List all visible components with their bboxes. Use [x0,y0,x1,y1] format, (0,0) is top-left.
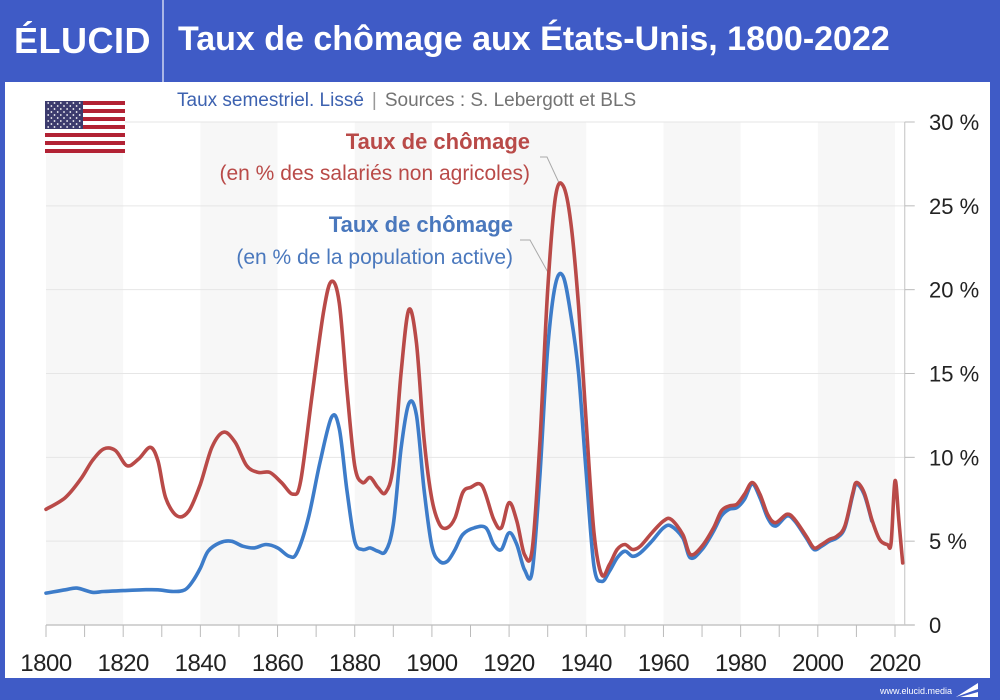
x-tick-label: 1980 [715,650,767,677]
flag-star [78,120,81,122]
flag-star [66,120,68,122]
x-tick-label: 2000 [792,650,844,677]
x-tick-label: 1960 [638,650,690,677]
flag-star [69,123,72,125]
flag-star [50,105,53,107]
x-tick-label: 2020 [869,650,921,677]
flag-star [50,117,53,119]
annotation-blue-subtitle: (en % de la population active) [236,246,513,269]
annotation-red-subtitle: (en % des salariés non agricoles) [219,162,531,185]
series-lines [44,181,905,595]
x-tick-label: 1920 [483,650,535,677]
flag-star [72,108,75,110]
header-bar: ÉLUCID Taux de chômage aux États-Unis, 1… [0,0,1000,82]
flag-star [66,114,68,116]
flag-star [59,102,62,104]
gridlines [46,121,905,542]
flag-star [63,117,65,119]
x-tick-label: 1820 [97,650,149,677]
x-tick-label: 1860 [252,650,304,677]
flag-star [66,126,68,128]
flag-star [53,126,56,128]
flag-star [75,123,78,125]
y-tick-label: 5 % [929,529,967,554]
flag-star [66,108,68,110]
x-tick-label: 1900 [406,650,458,677]
x-tick-label: 1800 [20,650,72,677]
annotation-red-title: Taux de chômage [345,129,530,154]
flag-star [53,120,56,122]
flag-star [72,102,75,104]
footer-url[interactable]: www.elucid.media [879,686,952,696]
elucid-mark-icon [956,683,978,697]
flag-star [72,126,75,128]
annotation-leader-lines [520,156,561,277]
flag-star [56,117,59,119]
x-axis-ticks: 1800 1820 1840 1860 1880 1900 1920 1940 1960 1980… [20,625,921,677]
flag-star [53,114,56,116]
flag-star [72,114,75,116]
y-tick-label: 0 [929,613,941,638]
y-tick-label: 20 % [929,278,979,303]
flag-star [50,123,53,125]
flag-star [75,105,78,107]
flag-star [78,108,81,110]
flag-star [53,108,56,110]
flag-star [69,117,72,119]
flag-star [47,114,50,116]
x-tick-label: 1940 [561,650,613,677]
flag-star [78,114,81,116]
leader-line-red [540,156,561,186]
flag-star [59,114,62,116]
flag-star [69,111,72,113]
flag-star [47,120,50,122]
subtitle-sources: Sources : S. Lebergott et BLS [384,90,637,111]
flag-star [56,105,59,107]
flag-star [78,126,81,128]
subtitle-separator: | [371,90,377,111]
flag-star [63,111,65,113]
chart-subtitle: Taux semestriel. Lissé | Sources : S. Lebe… [177,90,636,112]
flag-star [59,126,62,128]
x-tick-label: 1880 [329,650,381,677]
flag-star [59,120,62,122]
us-flag-icon [45,101,125,153]
header-divider [162,0,164,82]
x-tick-label: 1840 [175,650,227,677]
flag-star [78,102,81,104]
flag-star [53,102,56,104]
flag-star [56,111,59,113]
flag-star [59,108,62,110]
elucid-logo: ÉLUCID [14,20,151,61]
y-tick-label: 10 % [929,445,979,470]
series-line-population-active [44,271,874,595]
flag-star [56,123,59,125]
annotation-blue-title: Taux de chômage [328,212,513,237]
flag-star [47,126,50,128]
leader-line-blue [520,239,551,277]
y-tick-label: 25 % [929,194,979,219]
flag-star [69,105,72,107]
flag-star [50,111,53,113]
flag-star [72,120,75,122]
subtitle-method: Taux semestriel. Lissé [177,90,364,111]
flag-star [66,102,68,104]
chart-title: Taux de chômage aux États-Unis, 1800-202… [178,20,890,58]
flag-star [75,117,78,119]
y-tick-label: 15 % [929,362,979,387]
y-axis-ticks: 0 5 % 10 % 15 % 20 % 25 % 30 % [904,110,979,638]
y-tick-label: 30 % [929,110,979,135]
flag-star [63,123,65,125]
flag-star [63,105,65,107]
flag-star [47,108,50,110]
series-line-salaries-non-agricoles [44,181,905,578]
flag-star [47,102,50,104]
flag-star [75,111,78,113]
